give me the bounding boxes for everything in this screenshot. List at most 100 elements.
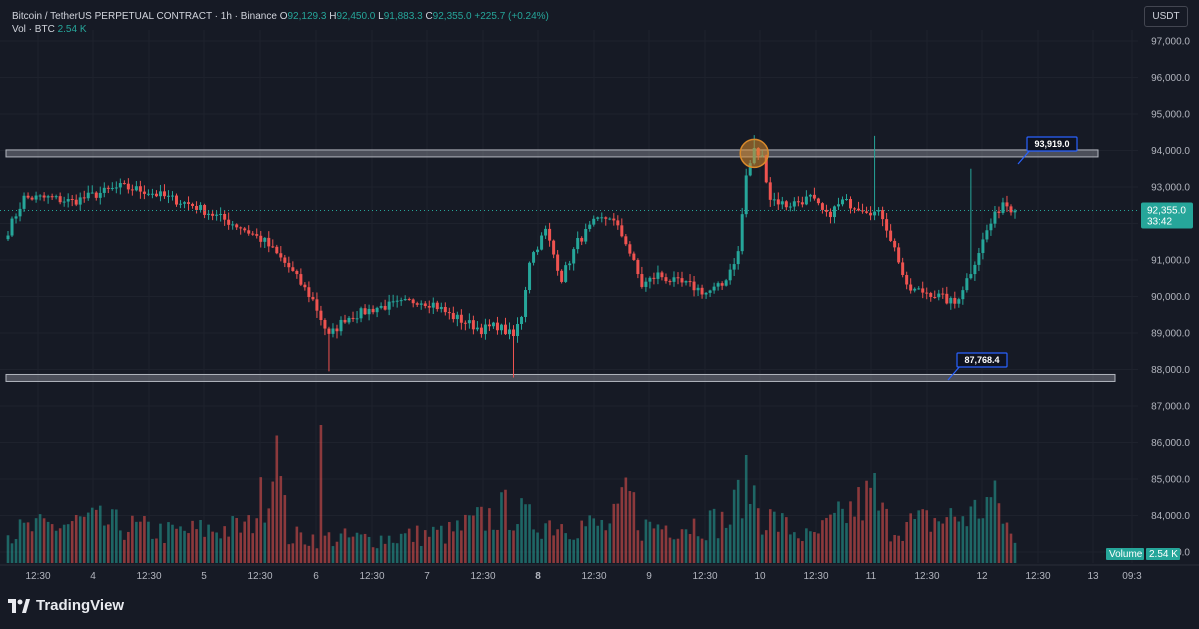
volume-bar xyxy=(989,497,993,563)
candle-body xyxy=(588,224,592,229)
candle-body xyxy=(560,270,564,282)
time-axis[interactable]: 12:30 4 12:30 5 12:30 6 12:30 7 12:30 8 12:30 9 12:3… xyxy=(25,571,1142,582)
candle-body xyxy=(162,191,166,197)
volume-bar xyxy=(544,523,547,563)
volume-bar xyxy=(271,481,275,563)
volume-bar xyxy=(379,535,383,563)
candle-body xyxy=(636,259,640,275)
symbol-title: Bitcoin / TetherUS PERPETUAL CONTRACT · … xyxy=(12,11,277,22)
candle-body xyxy=(708,290,712,293)
volume-bar xyxy=(263,522,267,563)
volume-bar xyxy=(720,511,724,563)
candle-body xyxy=(451,312,455,320)
candle-body xyxy=(849,199,853,209)
candle-body xyxy=(215,214,219,216)
volume-bar xyxy=(207,524,210,563)
candle-body xyxy=(303,284,307,288)
volume-bar xyxy=(179,526,182,563)
candle-body xyxy=(933,297,937,299)
candle-body xyxy=(993,211,997,224)
candle-body xyxy=(873,211,877,216)
currency-unit-button[interactable]: USDT xyxy=(1144,6,1188,27)
x-tick-label: 12:30 xyxy=(692,571,717,582)
candle-body xyxy=(102,187,106,193)
candle-body xyxy=(259,235,263,242)
y-tick-label: 90,000.0 xyxy=(1151,292,1190,303)
volume-bar xyxy=(740,518,744,563)
volume-bar xyxy=(953,516,957,563)
x-tick-label: 12:30 xyxy=(25,571,50,582)
candlestick-chart[interactable]: 93,919.0 87,768.4 97,000.0 96,000.0 95,000.… xyxy=(0,0,1199,585)
volume-bar xyxy=(18,519,22,563)
candle-body xyxy=(576,238,580,250)
volume-bar xyxy=(624,477,628,563)
volume-bar xyxy=(652,528,656,563)
candle-body xyxy=(367,308,371,315)
volume-bar xyxy=(556,529,559,563)
candle-body xyxy=(520,316,524,325)
volume-bar xyxy=(596,525,600,563)
candle-body xyxy=(166,195,170,197)
x-tick-label: 13 xyxy=(1087,571,1099,582)
volume-bar xyxy=(259,477,263,563)
candle-body xyxy=(608,218,612,220)
candle-body xyxy=(897,247,901,263)
candle-body xyxy=(263,237,267,242)
candle-body xyxy=(877,210,881,212)
candle-body xyxy=(748,163,752,176)
candle-body xyxy=(395,300,399,302)
volume-bar xyxy=(704,540,708,563)
price-axis[interactable]: 97,000.0 96,000.0 95,000.0 94,000.0 93,000.0… xyxy=(1106,36,1193,560)
candle-body xyxy=(199,205,203,210)
candle-body xyxy=(375,307,379,313)
volume-bar xyxy=(748,503,752,563)
tradingview-logo-icon xyxy=(8,598,30,613)
candle-body xyxy=(981,239,985,254)
candle-body xyxy=(195,205,199,210)
candle-body xyxy=(568,263,572,266)
candle-body xyxy=(359,308,363,319)
candle-body xyxy=(435,302,439,310)
brand-name: TradingView xyxy=(36,597,125,614)
candle-body xyxy=(98,192,102,198)
candle-body xyxy=(580,238,584,242)
candle-body xyxy=(672,277,676,282)
candle-body xyxy=(443,306,447,313)
x-tick-label: 12:30 xyxy=(914,571,939,582)
candle-body xyxy=(475,327,479,330)
candle-body xyxy=(832,206,836,218)
volume-bar xyxy=(845,523,848,563)
candle-body xyxy=(299,274,303,285)
volume-bar xyxy=(251,533,255,563)
volume-bar xyxy=(965,526,969,563)
candle-body xyxy=(251,233,255,235)
volume-bar xyxy=(668,537,672,563)
volume-bar xyxy=(772,511,776,563)
volume-bar xyxy=(335,541,339,563)
volume-bar xyxy=(151,538,154,563)
volume-bar xyxy=(6,535,10,563)
volume-bar xyxy=(660,529,664,563)
volume-bar xyxy=(90,507,94,563)
volume-bar xyxy=(82,516,86,563)
candle-body xyxy=(780,201,784,205)
candle-body xyxy=(524,290,528,317)
volume-bar xyxy=(925,510,929,563)
volume-bar xyxy=(600,519,604,563)
volume-bar xyxy=(825,517,828,563)
y-tick-label: 91,000.0 xyxy=(1151,255,1190,266)
candle-body xyxy=(840,199,844,205)
volume-bar xyxy=(929,531,933,563)
volume-bar xyxy=(291,543,295,563)
tradingview-logo[interactable]: TradingView xyxy=(8,597,124,614)
volume-bar xyxy=(548,520,551,563)
volume-bar xyxy=(993,480,997,563)
volume-bar xyxy=(319,425,323,563)
candle-body xyxy=(327,328,331,334)
volume-bar xyxy=(532,529,535,563)
support-label-box xyxy=(956,352,1008,368)
candle-body xyxy=(592,218,596,225)
overlays: 93,919.0 87,768.4 xyxy=(0,136,1140,381)
volume-bar xyxy=(500,492,503,563)
candle-body xyxy=(235,224,239,228)
